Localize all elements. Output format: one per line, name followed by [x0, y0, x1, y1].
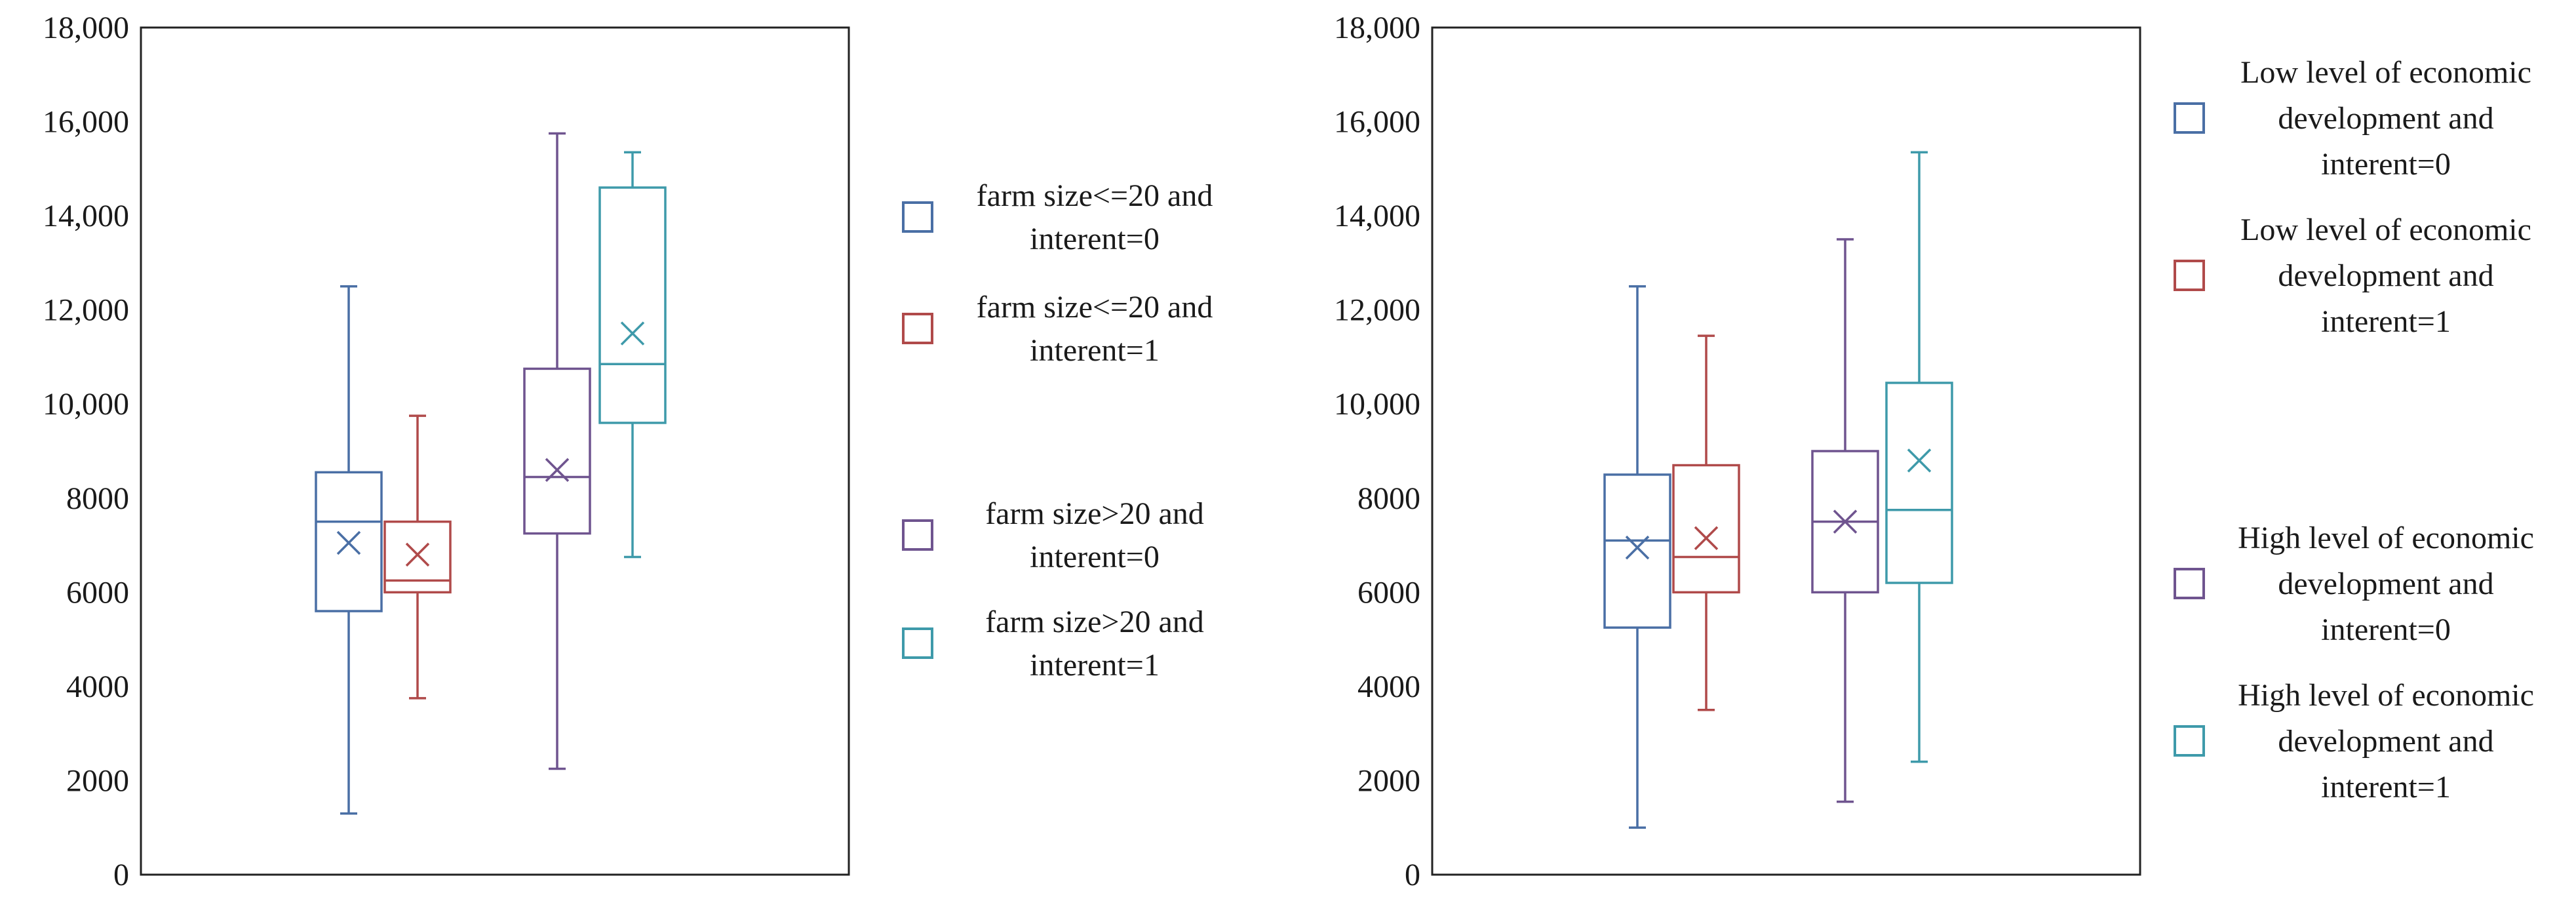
legend-label: interent=1 — [1030, 648, 1160, 683]
legend-swatch — [2174, 568, 2205, 599]
mean-marker — [545, 458, 570, 482]
legend-label: development and — [2278, 724, 2493, 759]
box-series-1 — [315, 285, 383, 815]
legend-label: interent=1 — [2321, 304, 2451, 339]
chart-panel-1: 0 2000 4000 6000 8000 10,000 12,000 14,000 16,00… — [43, 10, 1213, 892]
legend-item-2: Low level of economic development and inte… — [2174, 212, 2531, 339]
legend-label: Low level of economic — [2240, 55, 2531, 90]
legend-swatch — [902, 201, 933, 233]
box-series-2 — [1672, 334, 1740, 711]
legend-label: farm size<=20 and — [977, 290, 1213, 325]
legend-label: farm size>20 and — [985, 605, 1204, 639]
mean-marker — [1907, 448, 1932, 473]
legend-item-2: farm size<=20 and interent=1 — [902, 290, 1213, 368]
y-tick-label: 8000 — [66, 481, 129, 516]
legend-swatch — [902, 627, 933, 659]
mean-marker — [336, 530, 361, 555]
y-tick-label: 4000 — [66, 669, 129, 704]
box-iqr — [1885, 382, 1953, 584]
chart-panel-2: 0 2000 4000 6000 8000 10,000 12,000 14,000 16,00… — [1334, 10, 2534, 892]
y-tick-label: 10,000 — [43, 387, 129, 422]
y-tick-label: 8000 — [1357, 481, 1420, 516]
y-tick-label: 16,000 — [43, 105, 129, 140]
legend-item-4: farm size>20 and interent=1 — [902, 605, 1204, 683]
legend-swatch — [2174, 260, 2205, 291]
legend-label: High level of economic — [2238, 521, 2534, 555]
legend-item-4: High level of economic development and int… — [2174, 678, 2534, 805]
legend-swatch — [902, 519, 933, 551]
box-series-2 — [383, 414, 452, 700]
box-series-3 — [523, 132, 591, 770]
box-iqr — [1672, 464, 1740, 594]
box-iqr — [523, 367, 591, 535]
legend-label: interent=0 — [1030, 222, 1160, 256]
mean-marker — [1694, 526, 1719, 551]
box-series-4 — [1885, 151, 1953, 763]
legend-label: development and — [2278, 566, 2493, 601]
y-tick-label: 6000 — [66, 575, 129, 610]
y-tick-label: 4000 — [1357, 669, 1420, 704]
legend-label: interent=0 — [1030, 540, 1160, 574]
mean-marker — [1625, 535, 1650, 560]
mean-marker — [1833, 509, 1858, 534]
y-tick-label: 0 — [1405, 858, 1420, 892]
legend-item-3: farm size>20 and interent=0 — [902, 496, 1204, 574]
legend-label: farm size>20 and — [985, 496, 1204, 531]
box-iqr — [1603, 473, 1671, 629]
box-series-1 — [1603, 285, 1671, 829]
legend-label: farm size<=20 and — [977, 178, 1213, 213]
legend-label: High level of economic — [2238, 678, 2534, 713]
legend-label: interent=1 — [1030, 333, 1160, 368]
plot-frame — [140, 26, 850, 876]
legend-label: interent=0 — [2321, 147, 2451, 182]
y-tick-label: 6000 — [1357, 575, 1420, 610]
legend-item-1: Low level of economic development and inte… — [2174, 55, 2531, 182]
mean-marker — [405, 542, 430, 567]
legend-swatch — [902, 313, 933, 344]
legend-label: Low level of economic — [2240, 212, 2531, 247]
box-iqr — [598, 186, 667, 424]
box-iqr — [383, 520, 452, 594]
mean-marker — [620, 321, 645, 346]
legend-swatch — [2174, 102, 2205, 134]
y-tick-label: 10,000 — [1334, 387, 1420, 422]
y-tick-label: 14,000 — [43, 199, 129, 233]
y-tick-label: 18,000 — [1334, 10, 1420, 45]
legend-item-1: farm size<=20 and interent=0 — [902, 178, 1213, 256]
plot-frame — [1431, 26, 2141, 876]
legend-swatch — [2174, 725, 2205, 757]
legend-label: interent=0 — [2321, 612, 2451, 647]
legend-label: development and — [2278, 258, 2493, 293]
y-tick-label: 12,000 — [43, 293, 129, 328]
legend-label: interent=1 — [2321, 770, 2451, 805]
legend-item-3: High level of economic development and int… — [2174, 521, 2534, 647]
y-tick-label: 12,000 — [1334, 293, 1420, 328]
y-tick-label: 0 — [113, 858, 129, 892]
y-tick-label: 14,000 — [1334, 199, 1420, 233]
y-tick-label: 2000 — [66, 763, 129, 798]
box-series-3 — [1811, 238, 1879, 803]
y-tick-label: 16,000 — [1334, 105, 1420, 140]
legend-label: development and — [2278, 101, 2493, 136]
y-tick-label: 18,000 — [43, 10, 129, 45]
box-series-4 — [598, 151, 667, 559]
legend: Low level of economic development and inte… — [2174, 55, 2534, 805]
y-tick-label: 2000 — [1357, 763, 1420, 798]
